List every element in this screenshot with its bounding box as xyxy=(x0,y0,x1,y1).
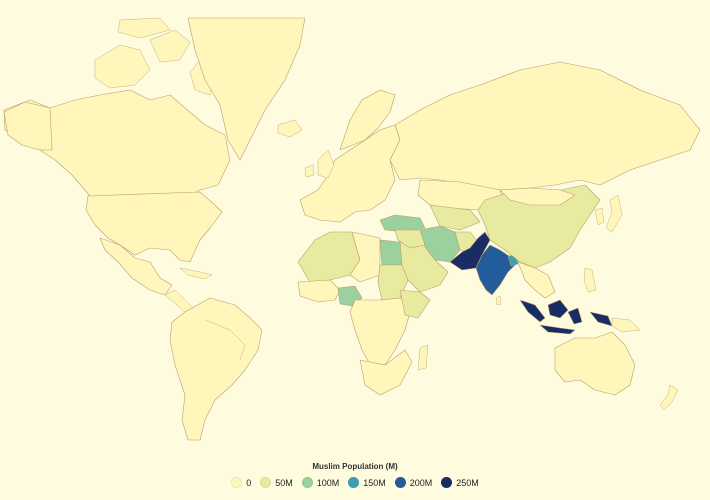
region-philippines xyxy=(583,267,597,293)
legend-item[interactable]: 250M xyxy=(441,477,479,488)
legend-swatch xyxy=(394,477,406,488)
region-mongolia[interactable] xyxy=(499,187,576,206)
region-madagascar xyxy=(417,344,429,371)
region-caribbean xyxy=(179,267,213,280)
legend-label: 250M xyxy=(456,477,479,488)
region-pakistan[interactable] xyxy=(449,231,491,271)
legend-swatch xyxy=(231,477,243,488)
region-papua xyxy=(611,317,641,333)
region-libya-chad[interactable] xyxy=(349,231,381,283)
map-legend: Muslim Population (M) 0 50M 100M 150M 20… xyxy=(0,462,710,493)
region-greenland[interactable] xyxy=(187,17,306,161)
legend-item[interactable]: 50M xyxy=(260,477,293,488)
region-south-america[interactable] xyxy=(169,297,263,441)
region-horn-of-africa[interactable] xyxy=(399,289,431,319)
region-west-africa[interactable] xyxy=(297,279,341,303)
legend-swatch xyxy=(441,477,453,488)
legend-label: 150M xyxy=(363,477,386,488)
region-central-asia[interactable] xyxy=(429,204,481,231)
region-canada[interactable] xyxy=(3,89,231,199)
legend-title: Muslim Population (M) xyxy=(312,462,398,471)
region-korea xyxy=(594,207,605,226)
region-sri-lanka xyxy=(495,295,502,306)
legend-label: 100M xyxy=(316,477,340,488)
region-alaska[interactable] xyxy=(3,101,53,151)
legend-swatch xyxy=(301,477,313,488)
legend-item[interactable]: 200M xyxy=(394,477,433,488)
region-central-africa[interactable] xyxy=(349,297,413,369)
region-iraq-syria[interactable] xyxy=(394,229,426,249)
legend-label: 0 xyxy=(246,477,252,488)
region-usa[interactable] xyxy=(85,191,223,263)
legend-label: 200M xyxy=(409,477,433,488)
region-brazil-border xyxy=(204,319,246,361)
region-scandinavia[interactable] xyxy=(339,89,396,151)
legend-item[interactable]: 0 xyxy=(231,477,251,488)
region-japan xyxy=(605,194,623,233)
region-new-zealand xyxy=(659,384,679,411)
region-iceland xyxy=(277,119,303,138)
region-turkey[interactable] xyxy=(379,214,426,233)
legend-swatch xyxy=(260,477,272,488)
region-southeast-asia[interactable] xyxy=(517,261,556,299)
map-svg xyxy=(3,17,701,441)
region-arctic-islands xyxy=(94,17,216,96)
region-uk-ireland xyxy=(304,149,335,179)
region-australia[interactable] xyxy=(554,331,636,396)
region-egypt[interactable] xyxy=(379,239,403,266)
world-map xyxy=(3,17,701,441)
region-southern-africa[interactable] xyxy=(359,349,413,396)
legend-items: 0 50M 100M 150M 200M 250M xyxy=(231,477,479,488)
region-russia[interactable] xyxy=(389,61,701,191)
legend-item[interactable]: 150M xyxy=(348,477,386,488)
legend-swatch xyxy=(348,477,360,488)
region-indonesia[interactable] xyxy=(519,299,613,335)
legend-label: 50M xyxy=(275,477,293,488)
region-mexico[interactable] xyxy=(99,237,173,296)
region-india[interactable] xyxy=(475,244,519,296)
legend-item[interactable]: 100M xyxy=(301,477,340,488)
